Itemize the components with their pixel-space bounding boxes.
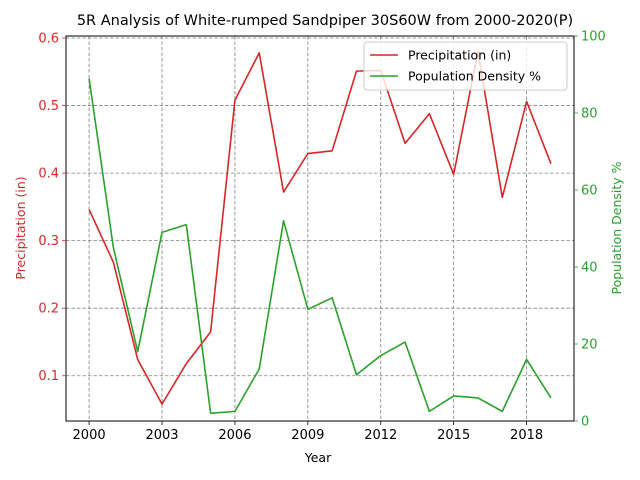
y-right-tick-label: 0	[581, 415, 589, 430]
y-left-tick-label: 0.3	[38, 234, 59, 249]
y-axis-left: 0.1 0.2 0.3 0.4 0.5 0.6	[38, 32, 66, 384]
chart-title: 5R Analysis of White-rumped Sandpiper 30…	[77, 13, 573, 29]
y-right-tick-label: 20	[581, 338, 598, 353]
y-left-tick-label: 0.6	[38, 32, 59, 47]
x-tick-label: 2018	[510, 428, 543, 443]
legend-label: Population Density %	[408, 69, 541, 84]
x-tick-label: 2000	[73, 428, 106, 443]
y-right-tick-label: 100	[581, 30, 606, 45]
x-tick-label: 2006	[218, 428, 251, 443]
x-axis: 2000 2003 2006 2009 2012 2015 2018	[73, 421, 543, 443]
x-tick-label: 2009	[291, 428, 324, 443]
series-line-population-density	[88, 78, 552, 415]
grid	[66, 36, 574, 421]
y-left-axis-title: Precipitation (in)	[13, 176, 28, 279]
y-right-tick-label: 80	[581, 107, 598, 122]
y-axis-right: 0 20 40 60 80 100	[574, 30, 606, 430]
y-left-tick-label: 0.1	[38, 369, 59, 384]
legend-label: Precipitation (in)	[408, 48, 511, 63]
y-left-tick-label: 0.4	[38, 167, 59, 182]
y-right-axis-title: Population Density %	[609, 161, 624, 294]
legend-box	[363, 41, 568, 91]
y-right-tick-label: 40	[581, 261, 598, 276]
y-left-tick-label: 0.2	[38, 302, 59, 317]
series-line-precipitation	[88, 50, 552, 405]
legend: Precipitation (in) Population Density %	[363, 41, 568, 91]
x-tick-label: 2003	[145, 428, 178, 443]
y-right-tick-label: 60	[581, 184, 598, 199]
x-tick-label: 2015	[437, 428, 470, 443]
x-tick-label: 2012	[364, 428, 397, 443]
x-axis-title: Year	[304, 450, 332, 465]
plot-frame	[65, 35, 575, 422]
y-left-tick-label: 0.5	[38, 99, 59, 114]
